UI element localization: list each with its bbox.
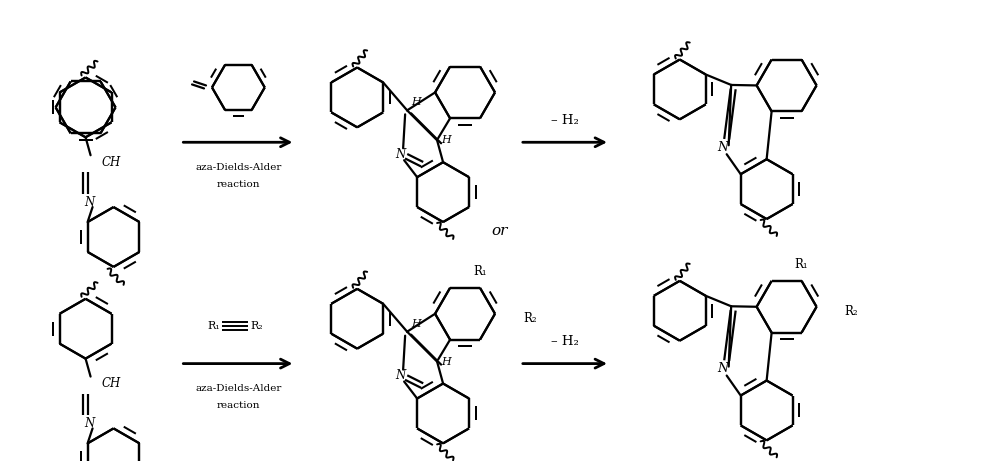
Text: N: N	[395, 148, 405, 161]
Text: reaction: reaction	[217, 180, 260, 188]
Text: H: H	[411, 97, 421, 107]
Text: N: N	[84, 417, 95, 430]
Text: R₂: R₂	[845, 305, 858, 318]
Text: N: N	[717, 362, 728, 375]
Text: – H₂: – H₂	[551, 114, 579, 127]
Text: – H₂: – H₂	[551, 335, 579, 348]
Text: R₁: R₁	[208, 321, 220, 331]
Text: aza-Dields-Alder: aza-Dields-Alder	[195, 384, 282, 393]
Text: R₁: R₁	[795, 258, 808, 271]
Text: or: or	[492, 224, 508, 238]
Text: R₁: R₁	[473, 265, 487, 279]
Text: aza-Dields-Alder: aza-Dields-Alder	[195, 163, 282, 172]
Text: N: N	[84, 195, 95, 208]
Text: H: H	[411, 319, 421, 329]
Text: N: N	[717, 141, 728, 154]
Text: N: N	[395, 369, 405, 382]
Text: reaction: reaction	[217, 401, 260, 410]
Text: H: H	[441, 357, 451, 367]
Text: CH: CH	[102, 156, 121, 169]
Text: R₂: R₂	[250, 321, 263, 331]
Text: H: H	[441, 135, 451, 145]
Text: R₂: R₂	[523, 312, 537, 325]
Text: CH: CH	[102, 377, 121, 390]
